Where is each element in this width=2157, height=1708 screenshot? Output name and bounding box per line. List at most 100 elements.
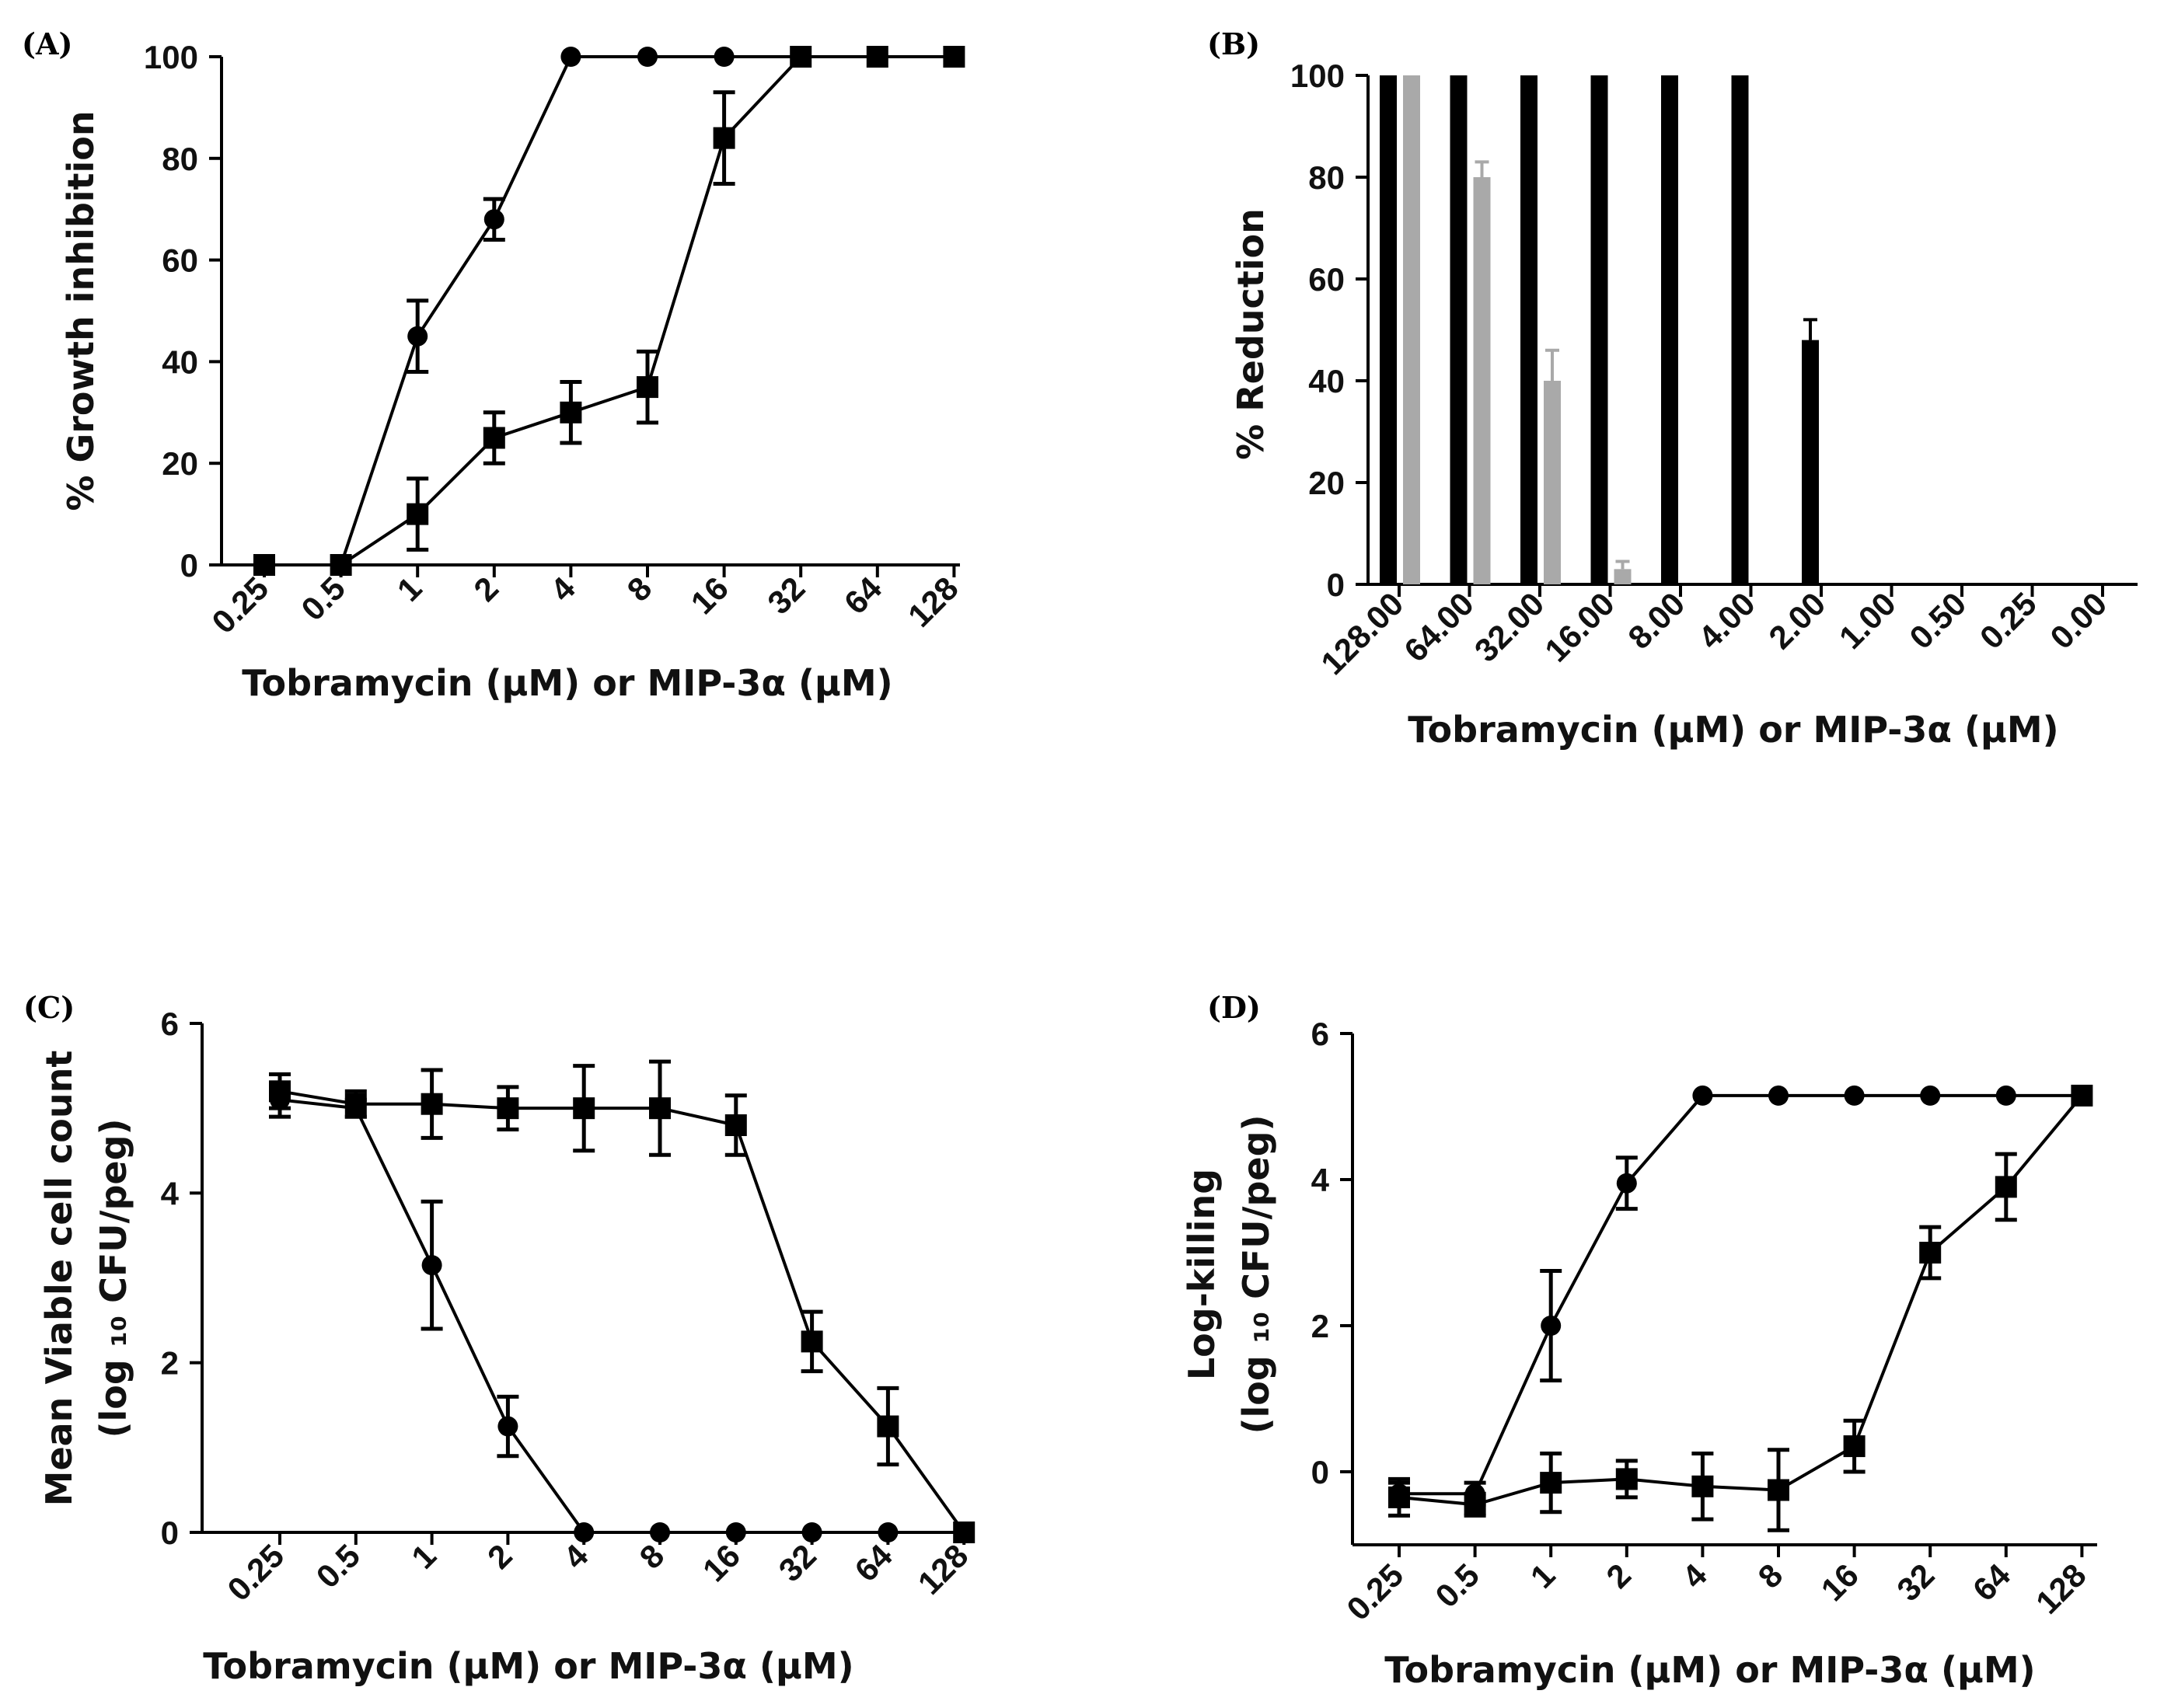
panel-label: (D) xyxy=(1207,990,1261,1025)
panel-label: (C) xyxy=(23,990,75,1025)
y-axis-title: % Growth inhibition xyxy=(60,110,102,511)
data-point-square xyxy=(790,46,812,68)
x-tick-label: 16 xyxy=(684,570,735,621)
y-tick-label: 40 xyxy=(1308,363,1345,399)
x-tick-label: 8 xyxy=(633,1537,672,1576)
x-axis-title: Tobramycin (μM) or MIP-3α (μM) xyxy=(203,1645,853,1687)
bar-black xyxy=(1731,75,1749,584)
data-point-square xyxy=(801,1330,823,1353)
bar-black xyxy=(1380,75,1397,584)
series-squares xyxy=(1388,1084,2093,1532)
x-tick-label: 16 xyxy=(696,1537,747,1588)
data-point-square xyxy=(1388,1486,1410,1508)
x-tick-label: 128 xyxy=(911,1537,976,1602)
bar-grey xyxy=(1544,381,1561,584)
data-point-square xyxy=(269,1080,291,1103)
series-grey xyxy=(1403,75,1632,584)
x-axis-title: Tobramycin (μM) or MIP-3α (μM) xyxy=(242,662,892,704)
x-tick-label: 64.00 xyxy=(1397,585,1481,669)
data-point-square xyxy=(649,1097,671,1120)
data-point-circle xyxy=(421,1255,442,1276)
data-point-square xyxy=(1768,1479,1789,1501)
y-axis-title: % Reduction xyxy=(1230,208,1272,460)
data-point-circle xyxy=(560,47,581,67)
series-squares xyxy=(269,1059,976,1543)
series-squares xyxy=(253,46,965,576)
x-tick-label: 0.25 xyxy=(204,570,275,640)
data-point-circle xyxy=(1616,1173,1637,1194)
y-tick-label: 4 xyxy=(1311,1162,1330,1198)
data-point-circle xyxy=(637,47,658,67)
y-tick-label: 2 xyxy=(1311,1308,1329,1344)
data-point-circle xyxy=(1768,1085,1789,1106)
y-tick-label: 2 xyxy=(161,1345,179,1382)
data-point-circle xyxy=(407,326,428,347)
y-axis-title-line2: (log ₁₀ CFU/peg) xyxy=(1235,1114,1277,1434)
data-point-square xyxy=(1615,1468,1638,1490)
data-point-square xyxy=(1691,1475,1714,1497)
y-tick-label: 0 xyxy=(1311,1454,1329,1490)
x-tick-label: 0.5 xyxy=(294,570,352,628)
panel-label: (A) xyxy=(22,26,72,61)
series-circles xyxy=(1388,1085,2092,1507)
data-point-square xyxy=(344,1093,367,1115)
data-point-square xyxy=(953,1522,976,1543)
data-point-square xyxy=(407,503,429,525)
data-point-circle xyxy=(1692,1085,1713,1106)
data-point-square xyxy=(877,1415,899,1438)
data-point-circle xyxy=(1844,1085,1865,1106)
y-tick-label: 0 xyxy=(161,1515,179,1551)
x-tick-label: 64 xyxy=(1966,1556,2018,1609)
series-line-squares xyxy=(264,55,955,566)
x-tick-label: 1 xyxy=(1524,1556,1562,1595)
y-tick-label: 4 xyxy=(161,1175,180,1211)
x-tick-label: 32.00 xyxy=(1468,585,1551,669)
data-point-circle xyxy=(1541,1316,1562,1336)
data-point-square xyxy=(421,1093,443,1115)
series-line-squares xyxy=(279,1089,965,1534)
bar-grey xyxy=(1403,75,1420,584)
bar-grey xyxy=(1473,177,1491,584)
data-point-circle xyxy=(483,209,504,230)
data-point-square xyxy=(866,46,888,68)
x-tick-label: 128 xyxy=(901,570,965,634)
bar-black xyxy=(1661,75,1678,584)
y-tick-label: 80 xyxy=(162,141,198,177)
x-tick-label: 1 xyxy=(404,1537,443,1576)
bar-grey xyxy=(1614,569,1632,584)
data-point-square xyxy=(2071,1084,2093,1107)
y-tick-label: 100 xyxy=(144,39,198,75)
data-point-square xyxy=(1919,1242,1942,1264)
data-point-square xyxy=(637,376,658,399)
y-tick-label: 20 xyxy=(162,445,198,482)
data-point-square xyxy=(573,1097,595,1120)
y-tick-label: 0 xyxy=(1327,566,1345,603)
bar-black xyxy=(1590,75,1608,584)
series-circles xyxy=(330,47,811,575)
y-tick-label: 80 xyxy=(1308,159,1345,196)
x-axis-title: Tobramycin (μM) or MIP-3α (μM) xyxy=(1384,1649,2035,1691)
y-tick-label: 20 xyxy=(1308,465,1345,501)
data-point-square xyxy=(943,46,965,68)
series-black xyxy=(1380,75,1819,584)
data-point-square xyxy=(560,401,582,424)
data-point-square xyxy=(713,127,735,149)
x-tick-label: 16 xyxy=(1814,1556,1866,1608)
y-axis-title-line1: Log-killing xyxy=(1181,1169,1223,1380)
y-axis-title-line1: Mean Viable cell count xyxy=(38,1051,80,1507)
panel-label: (B) xyxy=(1207,26,1260,61)
bar-black xyxy=(1520,75,1537,584)
data-point-circle xyxy=(1920,1085,1941,1106)
bar-black xyxy=(1450,75,1468,584)
x-tick-label: 2 xyxy=(466,570,505,608)
x-tick-label: 2 xyxy=(1599,1556,1638,1595)
y-tick-label: 6 xyxy=(1311,1016,1329,1052)
data-point-square xyxy=(330,554,352,576)
x-tick-label: 128 xyxy=(2029,1556,2093,1621)
x-tick-label: 64 xyxy=(837,570,889,622)
y-tick-label: 100 xyxy=(1290,58,1345,94)
x-tick-label: 0.5 xyxy=(1428,1556,1486,1615)
y-tick-label: 60 xyxy=(1308,261,1345,298)
